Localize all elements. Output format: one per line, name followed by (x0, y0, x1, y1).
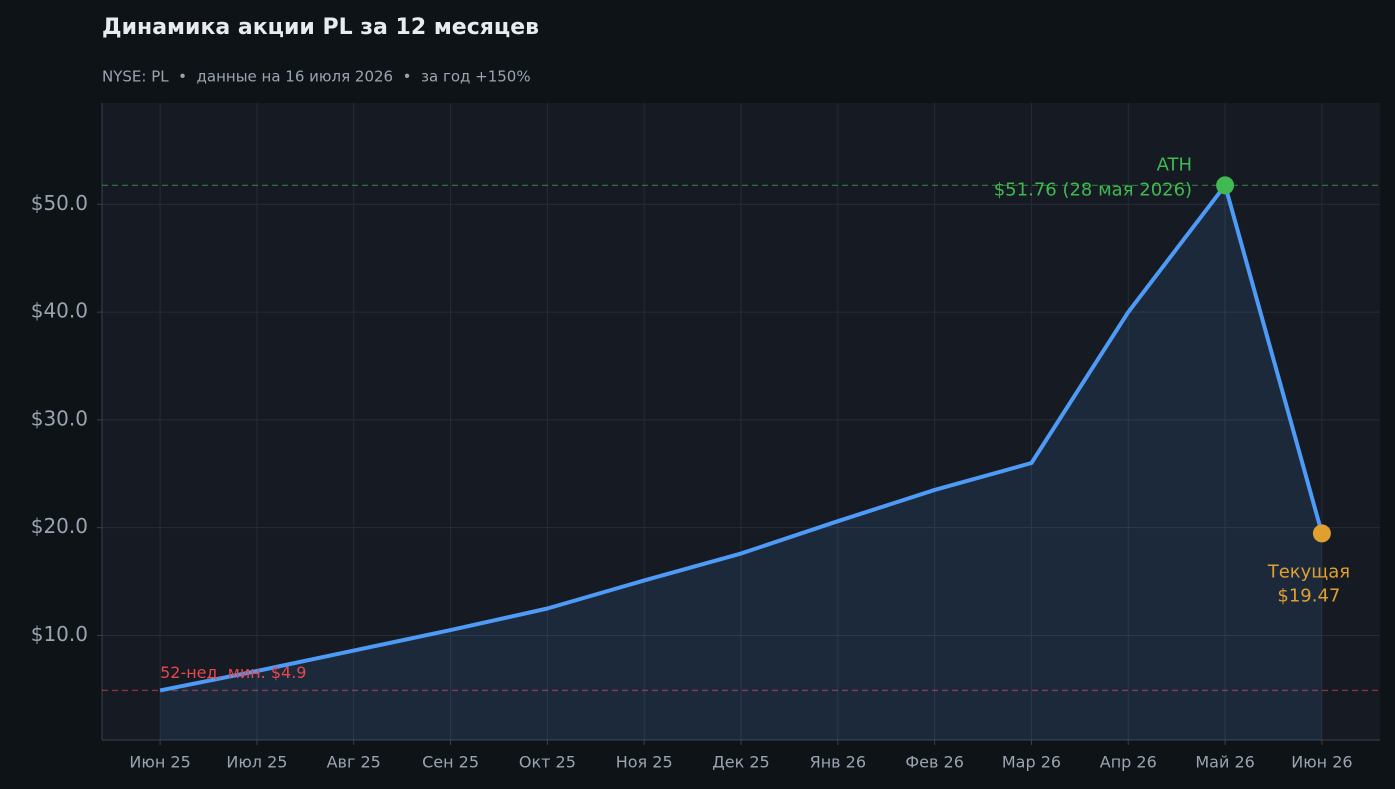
x-tick-label: Май 26 (1195, 753, 1254, 772)
x-tick-label: Сен 25 (422, 753, 479, 772)
x-tick-label: Ноя 25 (616, 753, 673, 772)
x-tick-label: Июн 26 (1291, 753, 1352, 772)
area-fill (160, 185, 1322, 740)
current-value-label: $19.47 (1277, 585, 1340, 606)
current-point (1312, 524, 1331, 543)
x-tick-label: Июн 25 (129, 753, 190, 772)
low-label: 52-нед. мин. $4.9 (160, 663, 306, 682)
chart-subtitle: NYSE: PL • данные на 16 июля 2026 • за г… (102, 68, 531, 86)
ath-point (1216, 176, 1235, 195)
x-tick-label: Авг 25 (327, 753, 381, 772)
y-tick-label: $20.0 (31, 514, 88, 538)
x-tick-label: Окт 25 (519, 753, 576, 772)
ath-value-label: $51.76 (28 мая 2026) (994, 179, 1192, 200)
line (159, 183, 1324, 693)
current-label: Текущая (1267, 561, 1350, 582)
y-tick-label: $40.0 (31, 299, 88, 323)
x-tick-label: Апр 26 (1100, 753, 1157, 772)
x-tick-label: Фев 26 (905, 753, 964, 772)
x-tick-label: Янв 26 (810, 753, 866, 772)
y-tick-label: $50.0 (31, 191, 88, 215)
x-tick-label: Мар 26 (1002, 753, 1061, 772)
y-tick-label: $30.0 (31, 406, 88, 430)
y-tick-label: $10.0 (31, 622, 88, 646)
x-tick-label: Дек 25 (712, 753, 769, 772)
chart-title: Динамика акции PL за 12 месяцев (102, 15, 539, 40)
x-tick-label: Июл 25 (226, 753, 287, 772)
ath-label: ATH (1157, 154, 1192, 175)
